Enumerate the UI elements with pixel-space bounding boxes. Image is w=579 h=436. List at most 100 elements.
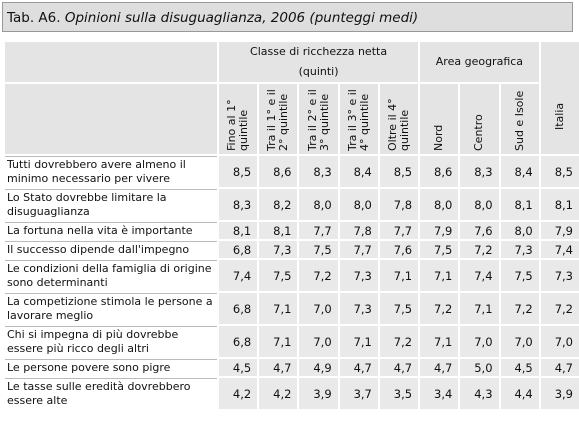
cell: 7,5 — [379, 293, 419, 324]
cell: 8,0 — [460, 189, 499, 220]
cell: 7,0 — [460, 326, 499, 357]
column-header-text: Tra il 2° e il 3° quintile — [305, 88, 331, 151]
cell: 8,1 — [219, 222, 258, 239]
cell: 7,7 — [299, 222, 338, 239]
row: Chi si impegna di più dovrebbe essere pi… — [5, 326, 579, 357]
cell: 7,1 — [339, 326, 378, 357]
cell: 4,7 — [420, 359, 459, 376]
cell: 7,2 — [420, 293, 459, 324]
corner — [5, 84, 217, 154]
cell: 8,6 — [420, 156, 459, 187]
row-label: Il successo dipende dall'impegno — [5, 241, 217, 258]
cell: 7,1 — [259, 326, 298, 357]
cell: 4,2 — [259, 378, 298, 409]
row-label: Le condizioni della famiglia di origine … — [5, 260, 217, 291]
cell: 7,3 — [339, 293, 378, 324]
cell: 8,6 — [259, 156, 298, 187]
column-header: Italia — [540, 42, 579, 154]
row: Le condizioni della famiglia di origine … — [5, 260, 579, 291]
cell: 7,5 — [299, 241, 338, 258]
cell: 8,2 — [259, 189, 298, 220]
cell: 3,7 — [339, 378, 378, 409]
cell: 8,3 — [299, 156, 338, 187]
column-header: Nord — [420, 84, 459, 154]
cell: 8,4 — [500, 156, 539, 187]
cell: 7,5 — [420, 241, 459, 258]
row: Lo Stato dovrebbe limitare la disuguagli… — [5, 189, 579, 220]
cell: 4,2 — [219, 378, 258, 409]
cell: 4,9 — [299, 359, 338, 376]
cell: 7,1 — [460, 293, 499, 324]
cell: 7,0 — [299, 326, 338, 357]
cell: 7,1 — [420, 326, 459, 357]
cell: 7,9 — [420, 222, 459, 239]
column-header: Tra il 1° e il 2° quintile — [259, 84, 298, 154]
cell: 7,2 — [460, 241, 499, 258]
title-label: Tab. A6. — [7, 10, 61, 26]
group-header-line: Classe di ricchezza netta — [250, 45, 388, 58]
cell: 8,0 — [500, 222, 539, 239]
cell: 7,2 — [379, 326, 419, 357]
column-header-text: Oltre il 4° quintile — [385, 97, 411, 151]
cell: 7,4 — [460, 260, 499, 291]
cell: 7,6 — [379, 241, 419, 258]
cell: 5,0 — [460, 359, 499, 376]
cell: 4,4 — [500, 378, 539, 409]
column-row: Fino al 1° quintile Tra il 1° e il 2° qui… — [5, 84, 579, 154]
group-header: Classe di ricchezza netta (quinti) — [219, 42, 419, 82]
row-label: Tutti dovrebbero avere almeno il minimo … — [5, 156, 217, 187]
cell: 7,1 — [420, 260, 459, 291]
cell: 7,2 — [500, 293, 539, 324]
title-text: Opinioni sulla disuguaglianza, 2006 (pun… — [64, 10, 419, 26]
column-header-text: Italia — [552, 102, 566, 130]
column-header-text: Sud e Isole — [512, 90, 526, 151]
cell: 7,5 — [500, 260, 539, 291]
cell: 3,9 — [540, 378, 579, 409]
cell: 7,7 — [379, 222, 419, 239]
title-bar: Tab. A6. Opinioni sulla disuguaglianza, … — [2, 2, 573, 32]
cell: 7,1 — [379, 260, 419, 291]
group-header-line: Area geografica — [435, 55, 524, 68]
cell: 8,5 — [379, 156, 419, 187]
table: Classe di ricchezza netta (quinti) Area ge… — [3, 40, 579, 411]
cell: 7,2 — [299, 260, 338, 291]
cell: 4,5 — [500, 359, 539, 376]
group-row: Classe di ricchezza netta (quinti) Area ge… — [5, 42, 579, 154]
column-header-text: Centro — [472, 113, 486, 151]
row-label: Le tasse sulle eredità dovrebbero essere… — [5, 378, 217, 409]
cell: 8,0 — [299, 189, 338, 220]
cell: 7,3 — [500, 241, 539, 258]
cell: 4,7 — [339, 359, 378, 376]
table-body: Tutti dovrebbero avere almeno il minimo … — [5, 156, 579, 409]
column-header: Oltre il 4° quintile — [379, 84, 419, 154]
table-head: Classe di ricchezza netta (quinti) Area ge… — [5, 42, 579, 154]
cell: 8,0 — [420, 189, 459, 220]
row-label: Lo Stato dovrebbe limitare la disuguagli… — [5, 189, 217, 220]
cell: 7,2 — [540, 293, 579, 324]
column-header-text: Fino al 1° quintile — [225, 98, 251, 151]
cell: 3,9 — [299, 378, 338, 409]
cell: 7,0 — [299, 293, 338, 324]
row-label: Chi si impegna di più dovrebbe essere pi… — [5, 326, 217, 357]
cell: 7,8 — [379, 189, 419, 220]
row: La fortuna nella vita è importante 8,1 8,1… — [5, 222, 579, 239]
column-header: Sud e Isole — [500, 84, 539, 154]
row-label: La fortuna nella vita è importante — [5, 222, 217, 239]
cell: 7,3 — [540, 260, 579, 291]
cell: 8,5 — [540, 156, 579, 187]
row: Le tasse sulle eredità dovrebbero essere… — [5, 378, 579, 409]
column-header: Tra il 3° e il 4° quintile — [339, 84, 378, 154]
cell: 7,0 — [540, 326, 579, 357]
cell: 4,7 — [379, 359, 419, 376]
cell: 8,1 — [500, 189, 539, 220]
column-header-text: Nord — [432, 124, 446, 151]
cell: 8,1 — [259, 222, 298, 239]
cell: 8,3 — [460, 156, 499, 187]
column-header-text: Tra il 3° e il 4° quintile — [345, 88, 371, 151]
cell: 8,5 — [219, 156, 258, 187]
row-label: Le persone povere sono pigre — [5, 359, 217, 376]
column-header-text: Tra il 1° e il 2° quintile — [265, 88, 291, 151]
cell: 7,8 — [339, 222, 378, 239]
cell: 3,4 — [420, 378, 459, 409]
